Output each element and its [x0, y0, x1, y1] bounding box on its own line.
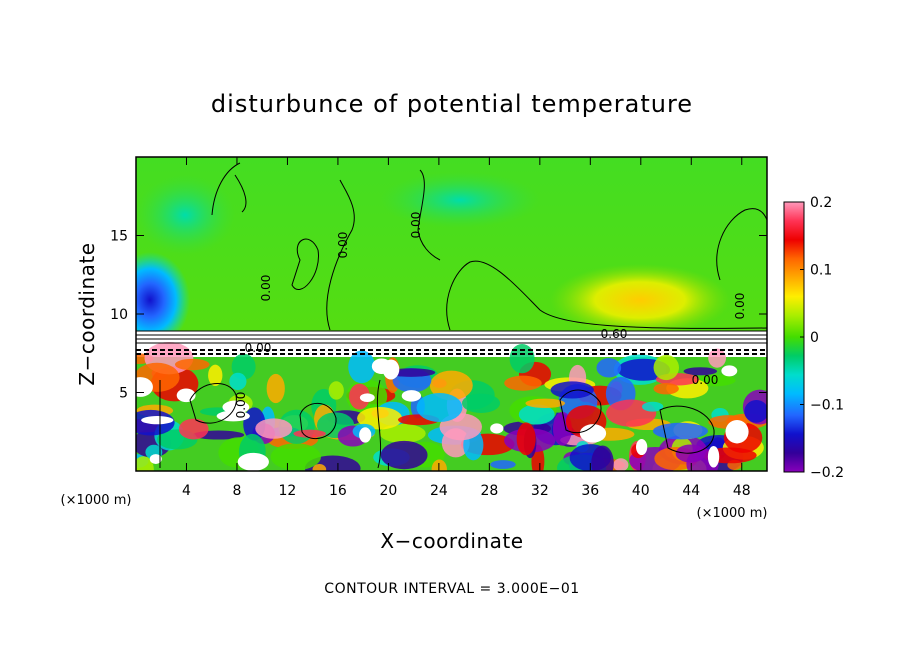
- field-patch: [721, 365, 738, 377]
- field-patch: [348, 350, 376, 384]
- colorbar-tick-label: −0.1: [810, 398, 844, 414]
- chart-title: disturbunce of potential temperature: [211, 90, 693, 118]
- field-patch: [509, 344, 535, 374]
- x-tick-label: 4: [182, 483, 191, 499]
- field-patch: [708, 348, 727, 368]
- field-patch: [174, 358, 210, 371]
- field-patch: [379, 423, 426, 444]
- field-patch: [270, 443, 321, 471]
- field-patch: [683, 367, 718, 376]
- heatmap-field: [136, 157, 767, 471]
- field-patch: [266, 373, 285, 404]
- field-patch: [380, 440, 428, 470]
- x-tick-label: 36: [581, 483, 599, 499]
- field-patch: [636, 439, 648, 456]
- field-patch: [255, 418, 293, 439]
- contour-label: 0.00: [733, 293, 747, 320]
- turbulent-patches: [136, 342, 767, 471]
- x-tick-label: 40: [632, 483, 650, 499]
- field-patch: [359, 393, 375, 402]
- teal-anomaly-region-right: [380, 172, 540, 228]
- field-patch: [744, 400, 767, 423]
- x-tick-label: 24: [430, 483, 448, 499]
- field-patch: [237, 452, 269, 471]
- field-patch: [653, 354, 680, 381]
- field-patch: [550, 381, 594, 399]
- x-tick-label: 8: [232, 483, 241, 499]
- teal-anomaly-region: [136, 175, 235, 255]
- contour-label: 0.00: [234, 392, 248, 419]
- contour-label: 0.00: [245, 341, 272, 355]
- field-patch: [136, 377, 153, 397]
- field-patch: [312, 463, 327, 471]
- field-patch: [504, 375, 542, 391]
- colorbar-tick-label: 0.1: [810, 263, 832, 279]
- colorbar-tick-label: −0.2: [810, 465, 844, 481]
- contour-label-group: 0.00 0.00 0.00 0.00 0.00 0.60 0.00 0.00: [234, 212, 747, 419]
- field-patch: [229, 372, 247, 391]
- colorbar-tick-label: 0: [810, 330, 819, 346]
- field-patch: [490, 423, 504, 434]
- contour-lines: [136, 162, 767, 469]
- x-unit-right: (×1000 m): [697, 506, 768, 521]
- field-patch: [149, 454, 162, 465]
- blue-anomaly-region: [136, 252, 190, 348]
- contour-label: 0.00: [259, 275, 273, 302]
- x-tick-label: 32: [531, 483, 549, 499]
- field-patch: [328, 381, 344, 400]
- contour-label: 0.60: [601, 327, 628, 341]
- contour-label: 0.00: [336, 232, 350, 259]
- colorbar-tick-label: 0.2: [810, 195, 832, 211]
- y-tick-label: 15: [110, 229, 128, 245]
- contour-label: 0.00: [692, 373, 719, 387]
- y-axis: 5 10 15: [110, 229, 767, 402]
- field-patch: [490, 460, 516, 469]
- field-patch: [707, 445, 720, 468]
- field-patch: [141, 416, 174, 425]
- x-axis-label: X−coordinate: [380, 529, 523, 553]
- x-tick-label: 20: [379, 483, 397, 499]
- field-patch: [525, 398, 566, 409]
- field-patch: [349, 383, 370, 410]
- y-axis-label: Z−coordinate: [75, 242, 99, 385]
- colorbar: 0.2 0.1 0 −0.1 −0.2: [783, 195, 844, 481]
- field-patch: [208, 364, 223, 387]
- field-patch: [222, 400, 250, 414]
- contour-interval-note: CONTOUR INTERVAL = 3.000E−01: [324, 581, 579, 597]
- field-patch: [652, 422, 708, 440]
- field-patch: [461, 393, 501, 413]
- contour-label: 0.00: [409, 212, 423, 239]
- field-patch: [518, 404, 555, 425]
- field-patch: [359, 427, 372, 443]
- x-tick-label: 12: [279, 483, 297, 499]
- field-patch: [382, 359, 400, 380]
- field-patch: [613, 458, 629, 471]
- field-patch: [653, 383, 679, 395]
- field-patch: [725, 419, 749, 444]
- x-tick-label: 44: [682, 483, 700, 499]
- field-patch: [416, 393, 463, 422]
- field-patch: [596, 358, 622, 378]
- x-tick-label: 28: [480, 483, 498, 499]
- field-patch: [178, 418, 209, 440]
- field-patch: [579, 424, 607, 443]
- field-patch: [293, 429, 326, 438]
- x-tick-label: 16: [329, 483, 347, 499]
- x-unit-left: (×1000 m): [61, 493, 132, 508]
- y-tick-label: 5: [119, 386, 128, 402]
- field-patch: [401, 390, 422, 402]
- yellow-anomaly-region: [550, 264, 730, 336]
- x-tick-label: 48: [733, 483, 751, 499]
- field-patch: [516, 422, 536, 456]
- field-patch: [591, 445, 614, 471]
- field-patch: [357, 407, 403, 430]
- field-patch: [642, 401, 664, 412]
- field-patch: [429, 370, 473, 401]
- colorbar-ticks: 0.2 0.1 0 −0.1 −0.2: [800, 195, 844, 481]
- y-tick-label: 10: [110, 307, 128, 323]
- x-axis: 4 8 12 16 20 24 28 32 36 40 44 48: [182, 157, 751, 499]
- field-patch: [136, 456, 154, 471]
